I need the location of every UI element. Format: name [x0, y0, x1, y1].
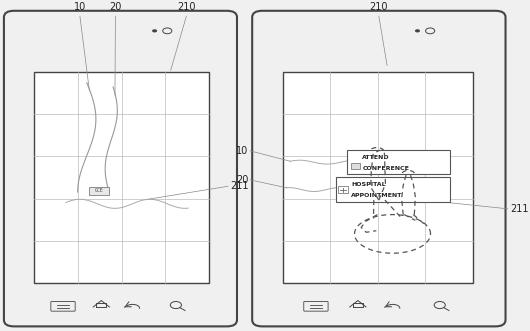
Bar: [34, 72, 209, 283]
Circle shape: [152, 29, 157, 32]
Text: CONFERENCE: CONFERENCE: [363, 166, 409, 171]
Text: 211: 211: [510, 204, 529, 214]
Text: 10: 10: [236, 146, 249, 156]
Bar: [282, 72, 473, 283]
Bar: [89, 187, 109, 195]
Text: 10: 10: [74, 2, 86, 12]
Text: GCE: GCE: [95, 188, 103, 193]
Text: 20: 20: [236, 175, 249, 185]
Text: ATTEND: ATTEND: [363, 155, 390, 160]
Text: APPOINTMENT: APPOINTMENT: [351, 193, 402, 198]
Bar: [351, 163, 360, 169]
Text: 211: 211: [231, 181, 249, 191]
FancyBboxPatch shape: [252, 11, 506, 326]
FancyBboxPatch shape: [4, 11, 237, 326]
Circle shape: [415, 29, 420, 32]
Bar: [347, 150, 450, 174]
Bar: [338, 186, 348, 193]
Text: 210: 210: [177, 2, 196, 12]
Text: HOSPITAL: HOSPITAL: [351, 182, 386, 187]
Text: 210: 210: [369, 2, 388, 12]
Bar: [336, 177, 450, 202]
Text: 20: 20: [109, 2, 121, 12]
